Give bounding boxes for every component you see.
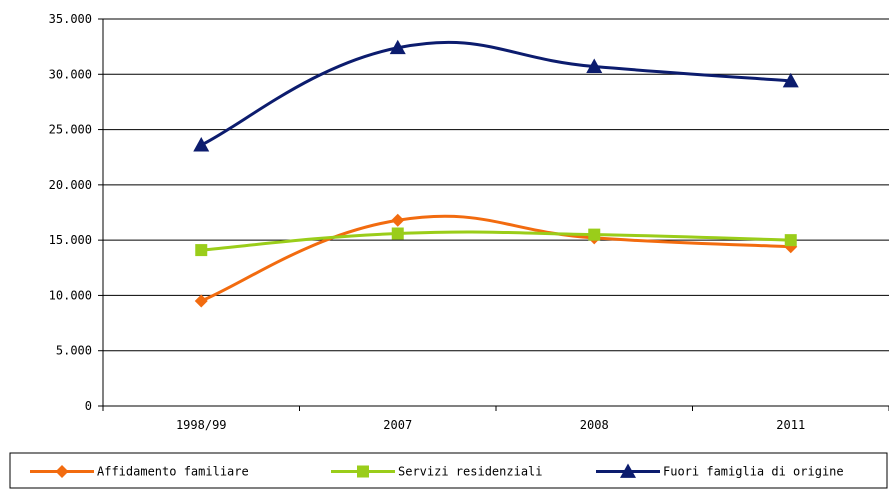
legend: Affidamento familiare Servizi residenzial…: [9, 452, 888, 489]
y-tick-label: 35.000: [49, 12, 92, 26]
legend-marker-1: [357, 465, 369, 478]
data-point-1-0: [195, 244, 208, 257]
y-tick-label: 10.000: [49, 288, 92, 302]
y-tick-label: 0: [85, 399, 92, 413]
y-tick-label: 30.000: [49, 67, 92, 81]
legend-label-1: Servizi residenziali: [398, 465, 543, 479]
data-point-0-0: [194, 294, 208, 308]
legend-box: [9, 452, 888, 489]
y-axis: 0 5.000 10.000 15.000 20.000 25.000 30.000 35.0…: [49, 12, 104, 413]
series-line-2: [200, 40, 791, 147]
data-point-0-1: [391, 213, 405, 227]
series-line-0: [200, 214, 791, 303]
data-point-2-0: [193, 137, 210, 152]
data-point-2-2: [586, 58, 603, 73]
y-tick-label: 5.000: [56, 344, 92, 358]
y-tick-label: 20.000: [49, 178, 92, 192]
legend-label-2: Fuori famiglia di origine: [663, 465, 844, 479]
y-tick-label: 15.000: [49, 233, 92, 247]
legend-marker-0: [55, 465, 69, 478]
data-point-1-1: [391, 227, 404, 240]
y-tick-label: 25.000: [49, 123, 92, 137]
series-group: [193, 39, 799, 308]
data-point-1-3: [784, 234, 797, 247]
data-point-2-3: [782, 72, 799, 88]
data-point-1-2: [588, 228, 601, 241]
x-tick-label: 2011: [776, 418, 805, 432]
x-tick-label: 2008: [580, 418, 609, 432]
legend-label-0: Affidamento familiare: [97, 465, 249, 479]
x-tick-label: 1998/99: [176, 418, 227, 432]
legend-marker-2: [620, 463, 636, 478]
gridlines: [103, 18, 889, 352]
x-tick-label: 2007: [383, 418, 412, 432]
x-axis: 1998/99 2007 2008 2011: [102, 405, 889, 432]
series-line-1: [201, 230, 791, 252]
data-point-2-1: [389, 39, 406, 55]
